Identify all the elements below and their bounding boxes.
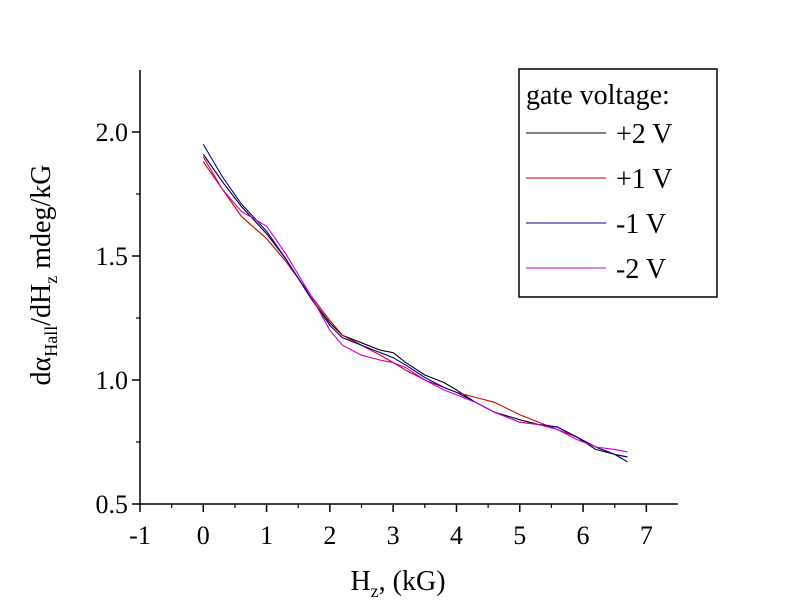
legend-title: gate voltage:: [526, 80, 670, 111]
x-ticks: -1 0 1 2 3 4 5 6 7: [129, 504, 653, 550]
x-tick-label: 6: [577, 521, 590, 550]
y-tick-label: 1.5: [96, 242, 129, 271]
x-axis-title-rest: , (kG): [379, 566, 446, 597]
series-line-3: [202, 144, 628, 458]
legend-box: [518, 68, 718, 298]
legend-label: -1 V: [616, 209, 666, 240]
y-tick-label: 1.0: [96, 366, 129, 395]
x-axis-title: Hz, (kG): [350, 566, 445, 601]
y-axis-title-sub2: z: [41, 276, 61, 284]
legend-items: +2 V +1 V -1 V -2 V: [526, 119, 673, 285]
x-tick-label: 7: [640, 521, 653, 550]
axes: [139, 70, 678, 505]
legend-label: +2 V: [616, 119, 673, 150]
legend-label: -2 V: [616, 254, 666, 285]
y-axis-title-sub1: Hall: [41, 326, 61, 357]
series-line-4: [202, 156, 628, 453]
y-axis-title-part3: mdeg/kG: [26, 165, 57, 276]
x-tick-label: 3: [387, 521, 400, 550]
x-axis-title-sub: z: [371, 581, 379, 601]
legend: gate voltage: +2 V +1 V -1 V -2 V: [518, 68, 718, 298]
series-layer: [202, 144, 628, 463]
y-tick-label: 2.0: [96, 118, 129, 147]
x-tick-label: 0: [197, 521, 210, 550]
y-axis-title: dαHall/dHz mdeg/kG: [26, 165, 61, 386]
y-axis-title-part1: dα: [26, 356, 57, 385]
x-tick-label: 2: [323, 521, 336, 550]
x-axis-title-main: H: [350, 566, 370, 597]
y-ticks: 0.5 1.0 1.5 2.0: [96, 118, 140, 519]
legend-label: +1 V: [616, 164, 673, 195]
y-axis-title-part2: /dH: [26, 284, 57, 326]
x-tick-label: -1: [129, 521, 151, 550]
x-tick-label: 5: [513, 521, 526, 550]
x-tick-label: 4: [450, 521, 463, 550]
y-tick-label: 0.5: [96, 490, 129, 519]
x-tick-label: 1: [260, 521, 273, 550]
